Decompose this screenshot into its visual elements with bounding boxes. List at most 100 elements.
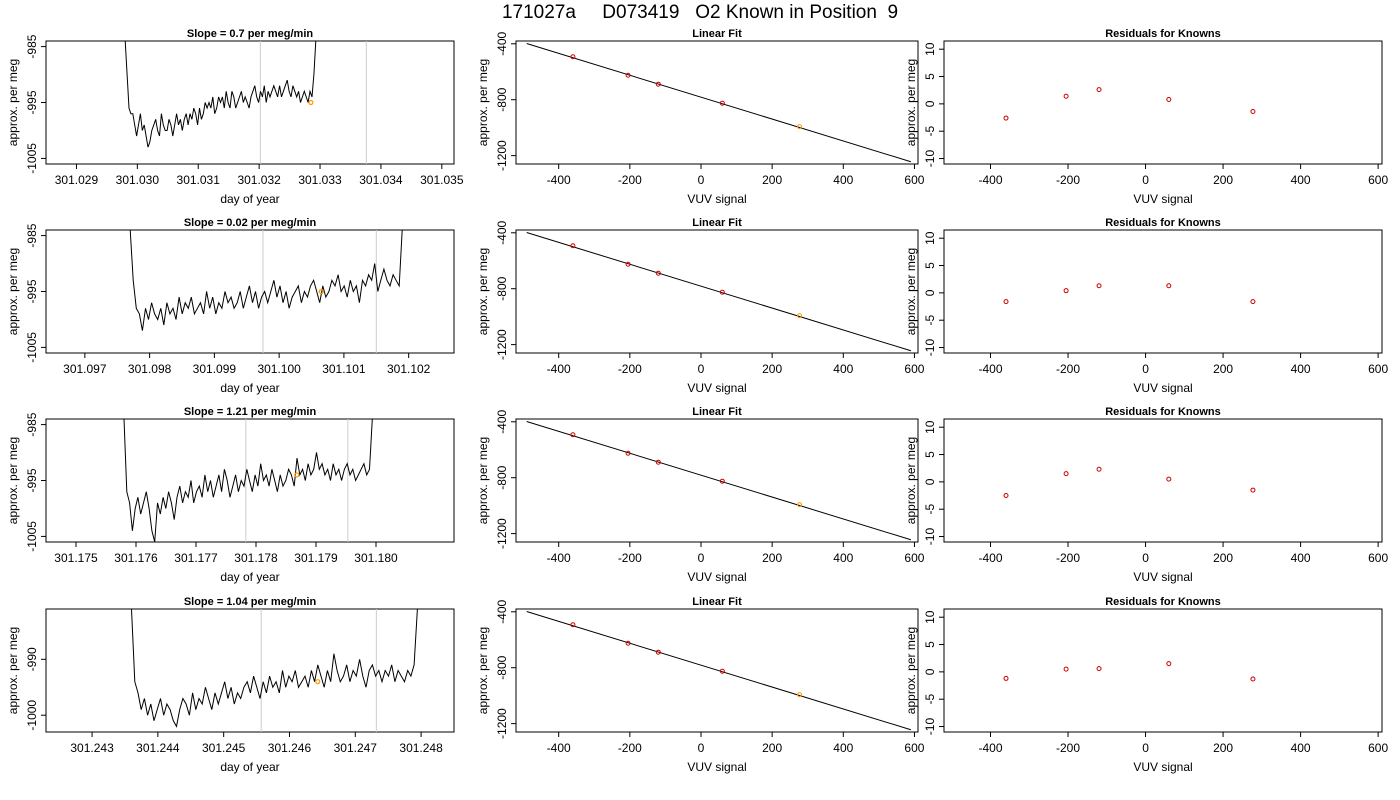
r1c3-data-point-0 [1003, 115, 1009, 121]
r1c2-fit-line [526, 43, 912, 163]
r2c3-data-point-0 [1003, 299, 1009, 305]
r2c2-x-tick-label-0: -400 [547, 362, 571, 376]
r1c1-x-tick-label-5: 301.034 [359, 173, 403, 187]
r4c3-y-tick-label-4: -10 [923, 718, 937, 736]
r2c1-y-axis-label: approx. per meg [6, 248, 20, 335]
r4c3-data-point-4 [1250, 676, 1256, 682]
r2c2-fit-line [526, 232, 912, 352]
r3c3-x-tick-label-4: 400 [1291, 551, 1311, 565]
r2c3-x-tick-label-2: 0 [1142, 362, 1149, 376]
r2c2-x-tick-label-4: 400 [833, 362, 853, 376]
r2c2-data-point-2 [655, 270, 661, 276]
r3c2-y-tick-label-0: -400 [495, 409, 509, 433]
r3c1-panel-title: Slope = 1.21 per meg/min [184, 406, 317, 418]
r2c1-x-tick-label-1: 301.098 [128, 362, 172, 376]
r4c3-x-tick-label-2: 0 [1142, 741, 1149, 755]
r2c1-x-axis-label: day of year [220, 381, 279, 395]
r4c2-data-point-0 [570, 622, 576, 628]
r4c2-plot-frame [515, 608, 919, 733]
r1c2-x-tick-label-3: 200 [762, 173, 782, 187]
r2c3-data-point-1 [1063, 288, 1069, 294]
r4c1-x-tick-label-4: 301.247 [334, 741, 378, 755]
r1c2-x-tick-label-2: 0 [698, 173, 705, 187]
r3c3-y-tick-label-0: 10 [923, 420, 937, 434]
r3c1-x-tick-label-0: 301.175 [54, 551, 98, 565]
r4c2-x-tick-label-5: 600 [904, 741, 924, 755]
r1c2-data-point-0 [570, 54, 576, 60]
r4c1-x-tick-label-1: 301.244 [136, 741, 180, 755]
r1c3-y-tick-label-4: -10 [923, 150, 937, 168]
r3c1-x-tick-label-4: 301.179 [294, 551, 338, 565]
r3c3-panel-title: Residuals for Knowns [1105, 406, 1221, 418]
r2c2-y-tick-label-0: -400 [495, 220, 509, 244]
r2c1-x-tick-label-0: 301.097 [63, 362, 107, 376]
r1c2-y-axis-label: approx. per meg [476, 59, 490, 146]
r3c2-x-tick-label-2: 0 [698, 551, 705, 565]
r3c3-x-tick-label-1: -200 [1056, 551, 1080, 565]
r3c3-y-tick-label-2: 0 [923, 478, 937, 485]
r3c1-highlight-point [294, 472, 300, 478]
r3c3-data-point-4 [1250, 487, 1256, 493]
r3c2-plot-frame [515, 418, 919, 543]
r1c2-x-axis-label: VUV signal [687, 192, 746, 206]
r2c3-y-tick-label-3: -5 [923, 315, 937, 326]
r4c3-x-tick-label-4: 400 [1291, 741, 1311, 755]
r1c2-panel-title: Linear Fit [692, 28, 742, 40]
r2c2-plot-frame [515, 229, 919, 354]
r2c2-x-tick-label-5: 600 [904, 362, 924, 376]
r3c1-x-tick-label-1: 301.176 [114, 551, 158, 565]
r2c1-y-tick-label-2: -1005 [25, 332, 39, 363]
r3c3-y-axis-label: approx. per meg [904, 437, 918, 524]
figure-title: 171027a D073419 O2 Known in Position 9 [501, 2, 899, 23]
r3c2-x-tick-label-3: 200 [762, 551, 782, 565]
r4c1-x-tick-label-3: 301.246 [268, 741, 312, 755]
r1c2-x-tick-label-0: -400 [547, 173, 571, 187]
r2c3-plot-frame [943, 229, 1383, 354]
r4c2-x-tick-label-4: 400 [833, 741, 853, 755]
r1c1-panel-title: Slope = 0.7 per meg/min [187, 28, 314, 40]
r4c3-data-point-1 [1063, 666, 1069, 672]
r3c3-plot-frame [943, 418, 1383, 543]
r4c2-x-tick-label-2: 0 [698, 741, 705, 755]
r4c2-x-tick-label-0: -400 [547, 741, 571, 755]
r1c3-x-tick-label-1: -200 [1056, 173, 1080, 187]
r1c3-y-tick-label-1: 5 [923, 73, 937, 80]
r2c3-y-tick-label-2: 0 [923, 289, 937, 296]
r1c2-data-point-2 [655, 81, 661, 87]
r4c1-x-tick-label-0: 301.243 [70, 741, 114, 755]
r1c3-data-point-3 [1166, 96, 1172, 102]
r2c2-x-axis-label: VUV signal [687, 381, 746, 395]
r4c3-x-tick-label-1: -200 [1056, 741, 1080, 755]
r2c2-x-tick-label-3: 200 [762, 362, 782, 376]
r4c2-data-point-1 [625, 640, 631, 646]
r3c2-data-point-4 [797, 502, 803, 508]
r4c2-fit-line [526, 611, 912, 731]
r3c1-y-tick-label-0: -985 [25, 412, 39, 436]
r4c1-y-axis-label: approx. per meg [6, 627, 20, 714]
r4c2-x-tick-label-3: 200 [762, 741, 782, 755]
r2c3-data-point-2 [1096, 283, 1102, 289]
r2c1-x-tick-label-4: 301.101 [322, 362, 366, 376]
r4c1-trace-line [131, 609, 418, 728]
r1c3-x-tick-label-5: 600 [1368, 173, 1388, 187]
r1c3-y-axis-label: approx. per meg [904, 59, 918, 146]
r3c2-x-axis-label: VUV signal [687, 570, 746, 584]
r4c2-y-axis-label: approx. per meg [476, 627, 490, 714]
r4c2-y-tick-label-2: -1200 [495, 708, 509, 739]
r3c1-x-tick-label-2: 301.177 [174, 551, 218, 565]
r2c2-data-point-1 [625, 261, 631, 267]
r1c2-x-tick-label-4: 400 [833, 173, 853, 187]
r3c1-y-axis-label: approx. per meg [6, 437, 20, 524]
r3c2-data-point-2 [655, 459, 661, 465]
r4c3-panel-title: Residuals for Knowns [1105, 596, 1221, 608]
r2c1-trace-line [129, 230, 403, 331]
r4c2-y-tick-label-1: -800 [495, 655, 509, 679]
r3c2-x-tick-label-1: -200 [618, 551, 642, 565]
r2c3-data-point-4 [1250, 299, 1256, 305]
r1c2-plot-frame [515, 40, 919, 165]
r1c1-trace-line [124, 41, 317, 148]
r4c2-x-axis-label: VUV signal [687, 760, 746, 774]
r4c3-x-tick-label-3: 200 [1213, 741, 1233, 755]
r4c1-y-tick-label-1: -1000 [25, 700, 39, 731]
r3c3-x-tick-label-2: 0 [1142, 551, 1149, 565]
